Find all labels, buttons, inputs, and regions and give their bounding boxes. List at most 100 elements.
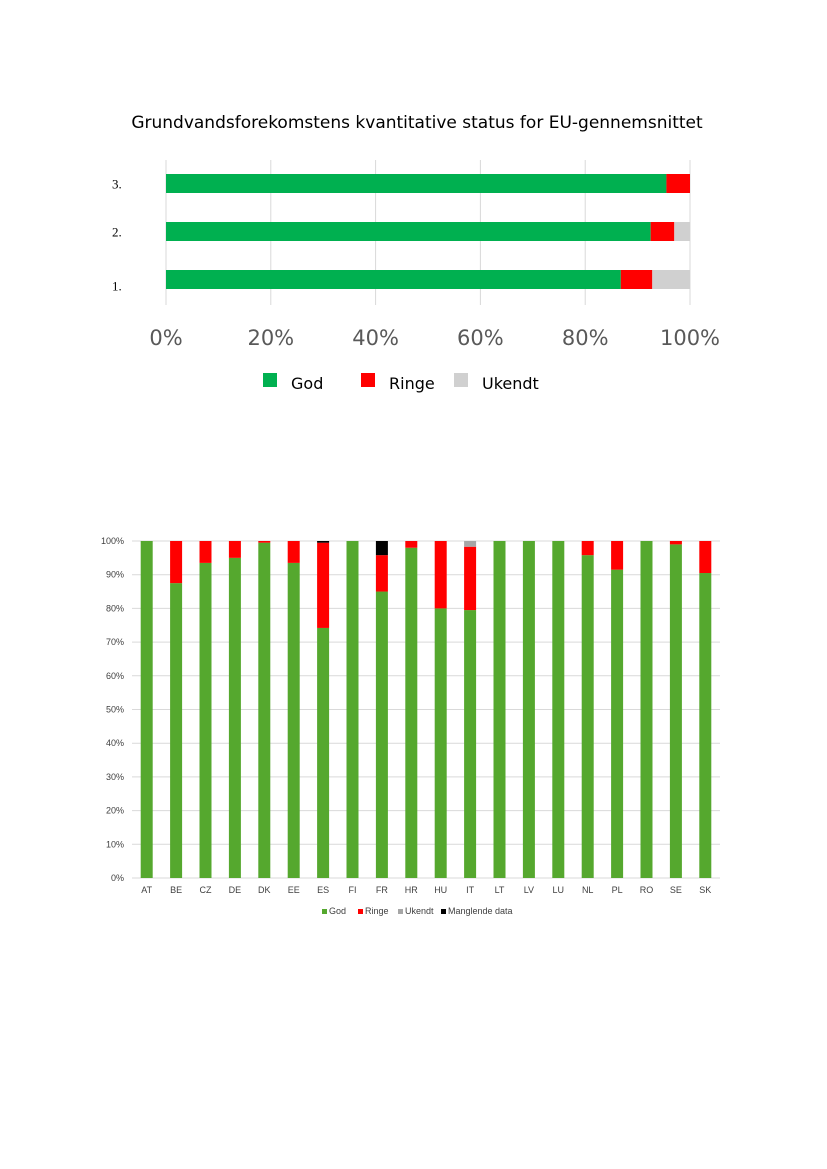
- x-tick-label: FR: [376, 885, 388, 895]
- x-tick-label: 60%: [457, 326, 504, 350]
- bar-segment-ringe: [666, 174, 690, 193]
- bar-segment-manglende-data: [375, 541, 388, 556]
- y-tick-label: 50%: [106, 705, 124, 715]
- x-tick-label: EE: [288, 885, 300, 895]
- bar-segment-god: [287, 562, 300, 878]
- x-tick-label: LU: [553, 885, 565, 895]
- chart-title: Grundvandsforekomstens kvantitative stat…: [131, 113, 703, 133]
- bar-segment-god: [228, 557, 241, 878]
- bar-segment-god: [611, 569, 624, 878]
- legend-label: Manglende data: [448, 906, 513, 916]
- y-tick-label: 60%: [106, 671, 124, 681]
- bar-segment-god: [552, 541, 565, 878]
- legend-swatch: [361, 373, 375, 387]
- legend-swatch: [322, 909, 327, 914]
- eu-average-status-svg: Grundvandsforekomstens kvantitative stat…: [112, 113, 720, 393]
- bar-segment-god: [522, 541, 535, 878]
- bar-segment-god: [346, 541, 359, 878]
- x-tick-label: 40%: [352, 326, 399, 350]
- bar-segment-ringe: [287, 541, 300, 563]
- x-tick-label: RO: [640, 885, 654, 895]
- y-tick-label: 10%: [106, 839, 124, 849]
- bar-segment-ringe: [228, 541, 241, 558]
- bar-segment-manglende-data: [317, 541, 330, 543]
- x-tick-label: SK: [699, 885, 711, 895]
- y-tick-label: 90%: [106, 570, 124, 580]
- x-tick-label: HU: [434, 885, 447, 895]
- bar-segment-ringe: [620, 270, 653, 289]
- bar-segment-god: [140, 541, 153, 878]
- legend-label: Ringe: [389, 374, 435, 393]
- legend-label: Ukendt: [482, 374, 539, 393]
- legend-swatch: [441, 909, 446, 914]
- x-tick-label: DE: [229, 885, 242, 895]
- x-tick-label: CZ: [200, 885, 212, 895]
- bar-segment-god: [640, 541, 653, 878]
- x-tick-label: DK: [258, 885, 271, 895]
- bar-segment-ringe: [464, 546, 477, 611]
- bar-segment-god: [258, 542, 271, 878]
- bar-segment-god: [166, 174, 667, 193]
- bar-segment-god: [166, 222, 651, 241]
- legend-label: God: [329, 906, 346, 916]
- bar-segment-ringe: [434, 541, 447, 609]
- eu-average-status-chart: Grundvandsforekomstens kvantitative stat…: [0, 0, 827, 420]
- x-tick-label: FI: [349, 885, 357, 895]
- bar-segment-god: [166, 270, 621, 289]
- x-tick-label: IT: [466, 885, 475, 895]
- x-tick-label: NL: [582, 885, 594, 895]
- x-tick-label: SE: [670, 885, 682, 895]
- category-label: 2.: [112, 225, 122, 240]
- bar-segment-ringe: [405, 541, 418, 548]
- x-tick-label: 100%: [660, 326, 720, 350]
- y-tick-label: 70%: [106, 637, 124, 647]
- legend-label: God: [291, 374, 323, 393]
- y-tick-label: 20%: [106, 806, 124, 816]
- bar-segment-god: [699, 573, 712, 878]
- bar-segment-ukendt: [652, 270, 690, 289]
- x-tick-label: ES: [317, 885, 329, 895]
- country-status-chart: 0% 10% 20% 30% 40% 50% 60% 70% 80% 90% 100% AT BE CZ…: [0, 520, 827, 940]
- bar-segment-god: [669, 544, 682, 878]
- x-tick-label: HR: [405, 885, 418, 895]
- country-status-svg: 0% 10% 20% 30% 40% 50% 60% 70% 80% 90% 100% AT BE CZ…: [101, 536, 720, 916]
- x-tick-label: 80%: [562, 326, 609, 350]
- bar-segment-ringe: [170, 541, 183, 584]
- bar-segment-god: [434, 608, 447, 878]
- legend-label: Ukendt: [405, 906, 434, 916]
- bar-segment-god: [493, 541, 506, 878]
- bar-segment-god: [375, 591, 388, 878]
- legend-swatch: [358, 909, 363, 914]
- x-tick-label: LT: [495, 885, 505, 895]
- bar-segment-ringe: [199, 541, 212, 563]
- bar-segment-god: [317, 627, 330, 878]
- bar-segment-god: [581, 555, 594, 878]
- x-tick-label: LV: [524, 885, 534, 895]
- legend-swatch: [263, 373, 277, 387]
- bar-segment-ringe: [258, 541, 271, 543]
- x-tick-label: AT: [141, 885, 152, 895]
- legend-label: Ringe: [365, 906, 389, 916]
- bar-segment-god: [199, 562, 212, 878]
- bar-segment-ringe: [669, 541, 682, 545]
- y-tick-label: 80%: [106, 603, 124, 613]
- bar-segment-ringe: [375, 555, 388, 592]
- x-tick-label: BE: [170, 885, 182, 895]
- y-tick-label: 0%: [111, 873, 124, 883]
- bar-segment-god: [464, 610, 477, 878]
- y-tick-label: 30%: [106, 772, 124, 782]
- x-tick-label: 0%: [149, 326, 182, 350]
- bar-segment-ukendt: [464, 541, 477, 547]
- x-tick-label: PL: [612, 885, 623, 895]
- legend-swatch: [454, 373, 468, 387]
- legend-swatch: [398, 909, 403, 914]
- bar-segment-god: [170, 583, 183, 878]
- bar-segment-ringe: [611, 541, 624, 570]
- x-tick-label: 20%: [247, 326, 294, 350]
- y-tick-label: 40%: [106, 738, 124, 748]
- y-tick-label: 100%: [101, 536, 124, 546]
- category-label: 1.: [112, 279, 122, 294]
- category-label: 3.: [112, 177, 122, 192]
- bar-segment-ringe: [650, 222, 675, 241]
- bar-segment-ringe: [317, 542, 330, 628]
